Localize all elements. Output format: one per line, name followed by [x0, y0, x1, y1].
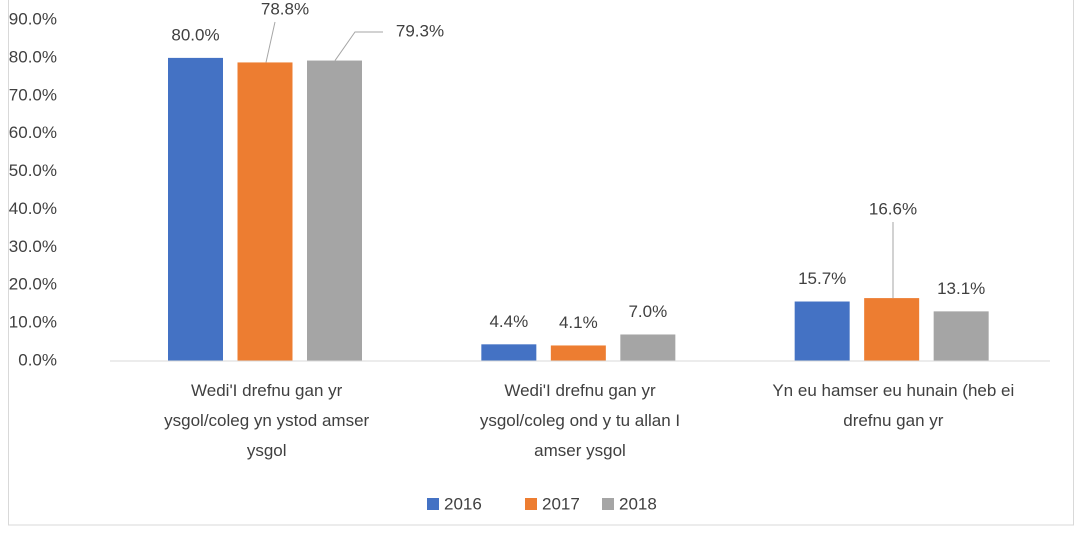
bar [481, 344, 537, 361]
legend-swatch [525, 498, 537, 510]
bar [620, 334, 676, 361]
y-tick-label: 70.0% [9, 85, 57, 104]
data-label: 15.7% [798, 269, 846, 288]
y-tick-label: 30.0% [9, 237, 57, 256]
legend-swatch [602, 498, 614, 510]
bar [933, 311, 989, 361]
y-tick-label: 20.0% [9, 275, 57, 294]
data-label: 78.8% [261, 0, 309, 18]
data-label: 13.1% [937, 279, 985, 298]
chart-frame [8, 0, 1074, 526]
legend-swatch [427, 498, 439, 510]
bar [168, 57, 223, 362]
data-label: 80.0% [171, 25, 219, 44]
leader-line [334, 31, 383, 61]
data-label: 79.3% [396, 21, 444, 40]
y-tick-label: 10.0% [9, 313, 57, 332]
y-tick-label: 60.0% [9, 123, 57, 142]
bar [864, 298, 920, 361]
y-tick-label: 40.0% [9, 199, 57, 218]
legend-label: 2017 [542, 494, 580, 513]
data-label: 4.4% [489, 312, 528, 331]
x-tick-label: Yn eu hamser eu hunain (heb ei drefnu gan… [772, 381, 1014, 430]
bar [307, 60, 362, 362]
x-tick-label: Wedi'I drefnu gan yr ysgol/coleg ond y tu… [480, 381, 680, 460]
legend-label: 2018 [619, 494, 657, 513]
y-tick-label: 90.0% [9, 9, 57, 28]
data-label: 16.6% [869, 199, 917, 218]
legend-label: 2016 [444, 494, 482, 513]
y-tick-label: 50.0% [9, 161, 57, 180]
bar [550, 345, 606, 361]
x-tick-label: Wedi'I drefnu gan yr ysgol/coleg yn ystod… [164, 381, 369, 460]
leader-line [265, 21, 276, 63]
y-tick-label: 0.0% [18, 350, 57, 369]
data-label: 4.1% [559, 313, 598, 332]
bar [794, 301, 850, 361]
data-label: 7.0% [628, 302, 667, 321]
bar [237, 62, 293, 362]
y-tick-label: 80.0% [9, 47, 57, 66]
